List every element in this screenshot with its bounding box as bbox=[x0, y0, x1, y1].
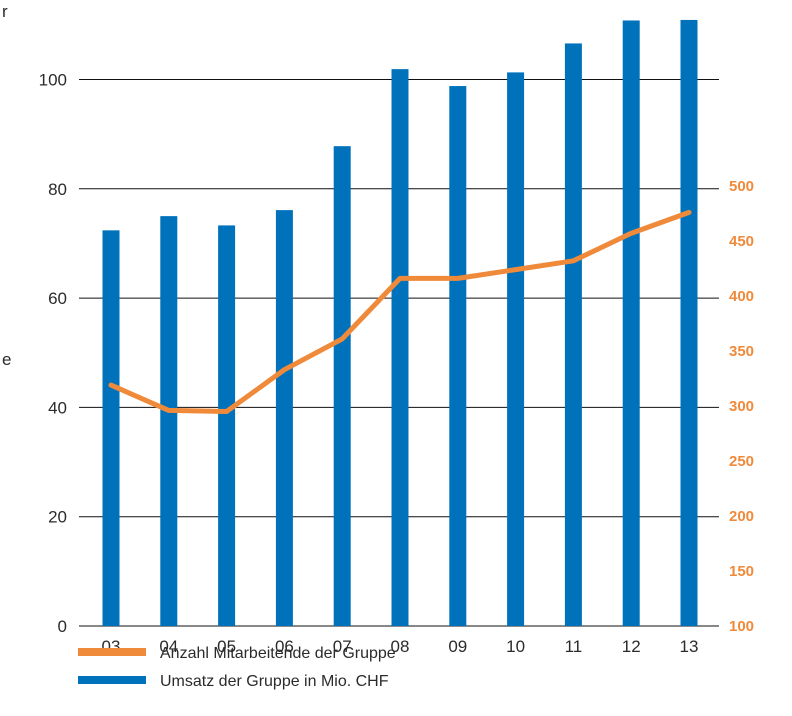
x-tick-label: 12 bbox=[622, 637, 641, 656]
x-tick-label: 11 bbox=[565, 637, 583, 656]
revenue-bar bbox=[275, 210, 293, 626]
cropped-char: r bbox=[2, 2, 8, 21]
right-tick-label: 250 bbox=[729, 453, 754, 470]
right-tick-label: 150 bbox=[729, 563, 754, 580]
revenue-bar bbox=[391, 69, 409, 626]
legend: Anzahl Mitarbeitende der Gruppe Umsatz d… bbox=[78, 645, 396, 690]
legend-swatch-revenue bbox=[78, 676, 146, 684]
right-tick-label: 350 bbox=[729, 343, 754, 360]
revenue-bar bbox=[564, 43, 582, 626]
legend-label-employees: Anzahl Mitarbeitende der Gruppe bbox=[160, 645, 396, 662]
x-tick-label: 08 bbox=[391, 637, 410, 656]
x-tick-label: 06 bbox=[275, 637, 294, 656]
legend-label-revenue: Umsatz der Gruppe in Mio. CHF bbox=[160, 673, 389, 690]
right-tick-label: 400 bbox=[729, 288, 754, 305]
revenue-bar bbox=[218, 225, 236, 626]
x-axis: 03 04 05 06 07 08 09 10 11 12 13 bbox=[102, 637, 699, 656]
revenue-bar bbox=[507, 72, 525, 626]
legend-swatch-employees bbox=[78, 648, 146, 656]
left-tick-label: 100 bbox=[39, 71, 67, 90]
right-tick-label: 500 bbox=[729, 178, 754, 195]
left-tick-label: 60 bbox=[48, 289, 67, 308]
revenue-bar bbox=[449, 86, 467, 627]
x-tick-label: 13 bbox=[680, 637, 699, 656]
right-tick-label: 200 bbox=[729, 508, 754, 525]
revenue-bar bbox=[160, 216, 178, 626]
right-tick-label: 100 bbox=[729, 618, 754, 635]
revenue-bar bbox=[333, 146, 351, 626]
x-tick-label: 05 bbox=[217, 637, 236, 656]
employees-line-path bbox=[108, 209, 692, 414]
cropped-text: re bbox=[2, 2, 11, 369]
x-tick-label: 09 bbox=[448, 637, 467, 656]
left-tick-label: 20 bbox=[48, 508, 67, 527]
revenue-bars bbox=[102, 19, 698, 627]
revenue-bar bbox=[102, 230, 120, 627]
x-tick-label: 10 bbox=[506, 637, 525, 656]
employees-line bbox=[108, 209, 692, 414]
cropped-char: e bbox=[2, 350, 11, 369]
left-tick-label: 40 bbox=[48, 398, 67, 417]
right-axis: 100 150 200 250 300 350 400 450 500 bbox=[729, 178, 754, 635]
left-tick-label: 80 bbox=[48, 180, 67, 199]
right-tick-label: 450 bbox=[729, 233, 754, 250]
x-tick-label: 07 bbox=[333, 637, 352, 656]
right-tick-label: 300 bbox=[729, 398, 754, 415]
revenue-bar bbox=[622, 20, 640, 626]
left-axis: 0 20 40 60 80 100 bbox=[39, 71, 67, 637]
x-tick-label: 04 bbox=[159, 637, 178, 656]
left-tick-label: 0 bbox=[58, 617, 67, 636]
revenue-bar bbox=[680, 19, 698, 626]
